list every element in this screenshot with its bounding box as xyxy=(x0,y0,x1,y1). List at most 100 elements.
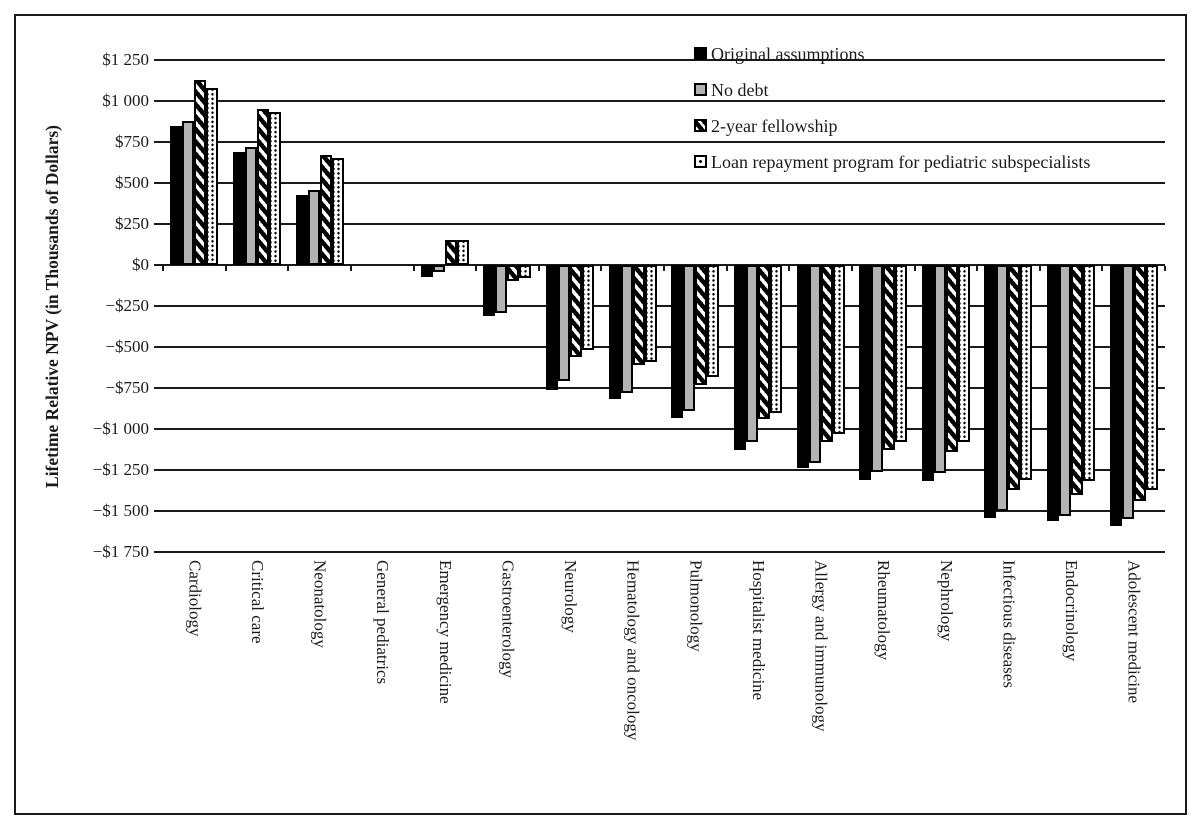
bar-series-2 xyxy=(558,265,571,382)
bar-series-1 xyxy=(984,265,997,518)
y-axis-tick xyxy=(154,305,163,307)
bar-series-4 xyxy=(1020,265,1033,480)
y-axis-tick-label: $500 xyxy=(115,173,149,192)
bar-series-4 xyxy=(456,239,469,265)
category-axis-tick xyxy=(1164,266,1166,271)
gridline xyxy=(163,510,1165,512)
gridline xyxy=(163,387,1165,389)
bar-series-1 xyxy=(859,265,872,480)
category-label: Neonatology xyxy=(310,560,330,648)
y-axis-tick xyxy=(154,182,163,184)
legend-label: Loan repayment program for pediatric sub… xyxy=(711,152,1091,172)
bar-slot xyxy=(683,60,696,552)
bar-slot xyxy=(883,60,896,552)
bar-slot xyxy=(420,60,433,552)
bar-slot xyxy=(895,60,908,552)
category-axis-tick xyxy=(600,266,603,271)
bar-group-neurology xyxy=(546,60,595,552)
bar-slot xyxy=(707,60,720,552)
y-axis-tick-label: $750 xyxy=(115,132,149,151)
bar-slot xyxy=(1008,60,1021,552)
bar-slot xyxy=(232,60,245,552)
legend-swatch-gray-icon xyxy=(694,83,707,96)
bar-slot xyxy=(194,60,207,552)
bar-slot xyxy=(546,60,559,552)
bar-slot xyxy=(370,60,382,552)
y-axis-tick xyxy=(154,510,163,512)
y-axis-tick xyxy=(154,223,163,225)
legend-swatch-dotted-icon xyxy=(694,155,707,168)
bar-slot xyxy=(244,60,257,552)
bar-group-pulmonology xyxy=(671,60,720,552)
bar-group-rheumatology xyxy=(859,60,908,552)
bar-series-1 xyxy=(733,265,746,451)
bar-slot xyxy=(1109,60,1122,552)
bar-series-3 xyxy=(319,155,332,265)
bar-series-1 xyxy=(608,265,621,400)
bar-slot xyxy=(695,60,708,552)
bar-slot xyxy=(808,60,821,552)
figure-border xyxy=(14,14,1187,815)
bar-series-3 xyxy=(695,265,708,385)
bar-slot xyxy=(307,60,320,552)
bar-series-4 xyxy=(582,265,595,351)
category-label: Nephrology xyxy=(936,560,956,642)
bar-slot xyxy=(632,60,645,552)
category-axis-tick xyxy=(412,266,415,271)
y-axis-tick-label: −$750 xyxy=(105,378,149,397)
bar-slot xyxy=(432,60,445,552)
bar-slot xyxy=(745,60,758,552)
category-label: Allergy and immunology xyxy=(811,560,831,732)
bar-slot xyxy=(996,60,1009,552)
bar-slot xyxy=(859,60,872,552)
bar-slot xyxy=(507,60,520,552)
bar-series-4 xyxy=(268,112,281,265)
bar-slot xyxy=(319,60,332,552)
category-label: Neurology xyxy=(561,560,581,633)
y-axis-tick xyxy=(154,264,163,266)
legend-item: 2-year fellowship xyxy=(694,116,1090,136)
bar-slot xyxy=(558,60,571,552)
bar-slot xyxy=(945,60,958,552)
y-axis-tick-label: −$1 500 xyxy=(92,501,149,520)
bar-series-2 xyxy=(683,265,696,411)
category-label: Hospitalist medicine xyxy=(748,560,768,701)
bar-series-4 xyxy=(769,265,782,413)
bar-series-4 xyxy=(895,265,908,443)
bar-slot xyxy=(331,60,344,552)
bar-slot xyxy=(456,60,469,552)
category-axis-tick xyxy=(788,266,791,271)
bar-group-critical-care xyxy=(232,60,281,552)
category-label: Infectious diseases xyxy=(999,560,1019,688)
category-label: Hematology and oncology xyxy=(623,560,643,741)
bar-series-3 xyxy=(883,265,896,451)
category-label: Endocrinology xyxy=(1062,560,1082,662)
bar-group-infectious-diseases xyxy=(984,60,1033,552)
bar-group-neonatology xyxy=(295,60,344,552)
category-label: Emergency medicine xyxy=(435,560,455,704)
bar-slot xyxy=(1145,60,1158,552)
bar-slot xyxy=(733,60,746,552)
gridline xyxy=(163,223,1165,225)
y-axis-tick xyxy=(154,428,163,430)
category-axis-tick xyxy=(1101,266,1104,271)
bar-group-endocrinology xyxy=(1047,60,1096,552)
bar-series-4 xyxy=(331,158,344,265)
bar-group-cardiology xyxy=(170,60,219,552)
legend: Original assumptions No debt 2-year fellow… xyxy=(694,44,1090,188)
bar-series-4 xyxy=(957,265,970,443)
bar-group-adolescent-medicine xyxy=(1109,60,1158,552)
bar-slot xyxy=(444,60,457,552)
bar-series-3 xyxy=(820,265,833,443)
bar-series-4 xyxy=(206,87,219,265)
bar-slot xyxy=(206,60,219,552)
bar-series-4 xyxy=(1083,265,1096,482)
category-axis-tick xyxy=(913,266,916,271)
gridline xyxy=(163,264,1165,266)
bar-series-2 xyxy=(620,265,633,393)
bar-slot xyxy=(256,60,269,552)
legend-label: No debt xyxy=(711,80,769,100)
bar-series-4 xyxy=(832,265,845,434)
bar-slot xyxy=(1047,60,1060,552)
